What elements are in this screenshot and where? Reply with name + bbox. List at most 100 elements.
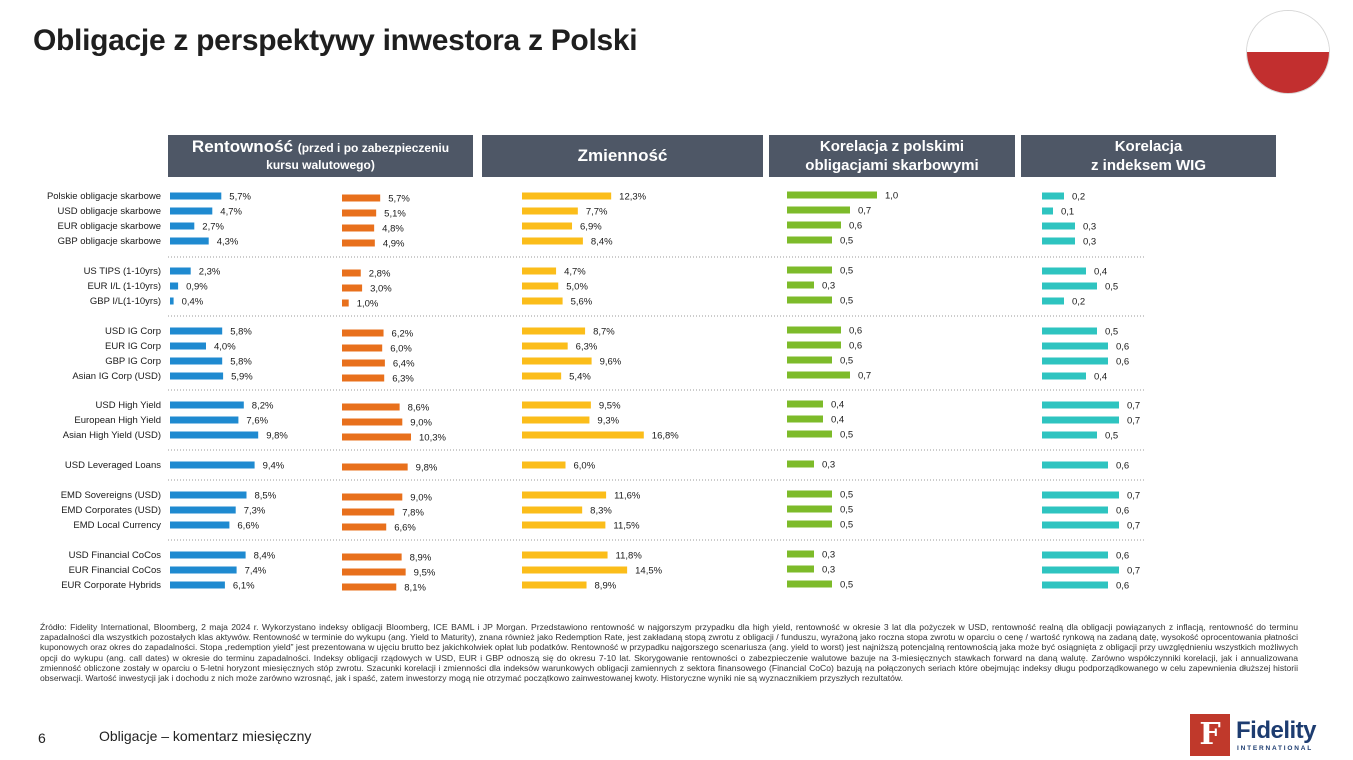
bar-1 <box>170 416 239 424</box>
category-label: EUR obligacje skarbowe <box>58 221 162 232</box>
category-label: EMD Local Currency <box>73 520 161 531</box>
bar-2 <box>342 269 361 277</box>
bar-4 <box>787 221 841 229</box>
data-label: 9,0% <box>410 493 432 504</box>
data-label: 9,4% <box>263 461 285 472</box>
bar-3 <box>522 521 606 529</box>
bar-4 <box>787 490 832 498</box>
data-label: 0,4 <box>831 400 844 411</box>
data-label: 11,8% <box>616 551 643 562</box>
data-label: 8,2% <box>252 401 274 412</box>
header-yield-sub2: kursu walutowego) <box>266 158 375 172</box>
page-number: 6 <box>38 730 46 746</box>
bar-1 <box>170 357 223 365</box>
bar-5 <box>1042 566 1119 574</box>
bar-2 <box>342 239 375 247</box>
bar-4 <box>787 565 814 573</box>
bar-4 <box>787 371 850 379</box>
data-label: 6,4% <box>393 359 415 370</box>
data-label: 0,7 <box>858 371 871 382</box>
data-label: 0,5 <box>1105 327 1118 338</box>
bar-2 <box>342 344 383 352</box>
data-label: 0,6 <box>1116 551 1129 562</box>
bar-2 <box>342 299 349 307</box>
data-label: 0,6 <box>1116 461 1129 472</box>
bar-2 <box>342 284 363 292</box>
data-label: 2,3% <box>199 267 221 278</box>
category-label: Polskie obligacje skarbowe <box>47 191 161 202</box>
poland-flag-icon <box>1246 10 1330 94</box>
bar-5 <box>1042 521 1119 529</box>
data-label: 6,0% <box>574 461 596 472</box>
bar-1 <box>170 282 179 290</box>
data-label: 5,6% <box>571 297 593 308</box>
data-label: 9,5% <box>599 401 621 412</box>
data-label: 0,3 <box>822 281 835 292</box>
data-label: 6,9% <box>580 222 602 233</box>
bar-4 <box>787 430 832 438</box>
category-label: EUR Financial CoCos <box>69 565 162 576</box>
bar-chart: Polskie obligacje skarbowe USD obligacje … <box>47 191 1146 594</box>
header-yield-sub1: (przed i po zabezpieczeniu <box>297 141 450 155</box>
document-title: Obligacje – komentarz miesięczny <box>99 728 312 744</box>
data-label: 10,3% <box>419 433 446 444</box>
bar-5 <box>1042 282 1097 290</box>
bar-2 <box>342 568 406 576</box>
bar-5 <box>1042 222 1075 230</box>
bar-3 <box>522 357 592 365</box>
data-label: 0,1 <box>1061 207 1074 218</box>
header-volatility-title: Zmienność <box>577 146 668 165</box>
data-label: 5,9% <box>231 372 253 383</box>
bar-5 <box>1042 237 1075 245</box>
data-label: 9,0% <box>410 418 432 429</box>
bar-2 <box>342 224 375 232</box>
bar-5 <box>1042 506 1108 514</box>
data-label: 4,9% <box>383 239 405 250</box>
bar-3 <box>522 581 587 589</box>
bar-5 <box>1042 267 1086 275</box>
data-label: 14,5% <box>635 566 662 577</box>
data-label: 0,6 <box>849 221 862 232</box>
category-label: USD Leveraged Loans <box>65 460 161 471</box>
data-label: 6,6% <box>394 523 416 534</box>
bar-4 <box>787 460 814 468</box>
bar-3 <box>522 551 608 559</box>
data-label: 9,6% <box>600 357 622 368</box>
category-label: EMD Sovereigns (USD) <box>61 490 161 501</box>
data-label: 8,4% <box>591 237 613 248</box>
bar-1 <box>170 207 213 215</box>
category-label: USD Financial CoCos <box>69 550 162 561</box>
data-label: 7,4% <box>245 566 267 577</box>
data-label: 0,2 <box>1072 192 1085 203</box>
bar-1 <box>170 267 191 275</box>
bar-2 <box>342 508 395 516</box>
bar-1 <box>170 401 244 409</box>
bar-3 <box>522 431 644 439</box>
bar-1 <box>170 521 230 529</box>
bar-1 <box>170 327 223 335</box>
data-label: 0,3 <box>1083 237 1096 248</box>
bar-3 <box>522 342 568 350</box>
bar-5 <box>1042 207 1053 215</box>
data-label: 4,3% <box>217 237 239 248</box>
bar-1 <box>170 506 236 514</box>
bar-1 <box>170 297 174 305</box>
data-label: 0,7 <box>1127 401 1140 412</box>
data-label: 0,5 <box>1105 282 1118 293</box>
data-label: 0,4 <box>1094 372 1107 383</box>
category-label: USD IG Corp <box>105 326 161 337</box>
footnote: Źródło: Fidelity International, Bloomber… <box>40 622 1298 684</box>
data-label: 8,9% <box>595 581 617 592</box>
data-label: 5,0% <box>566 282 588 293</box>
data-label: 11,5% <box>613 521 640 532</box>
bar-2 <box>342 523 387 531</box>
data-label: 8,9% <box>410 553 432 564</box>
data-label: 8,4% <box>254 551 276 562</box>
bar-1 <box>170 491 247 499</box>
data-label: 0,3 <box>822 460 835 471</box>
bar-3 <box>522 192 612 200</box>
header-corr-pl-line1: Korelacja z polskimi <box>819 138 965 155</box>
bar-2 <box>342 463 408 471</box>
data-label: 0,4 <box>831 415 844 426</box>
category-label: GBP I/L(1-10yrs) <box>90 296 161 307</box>
